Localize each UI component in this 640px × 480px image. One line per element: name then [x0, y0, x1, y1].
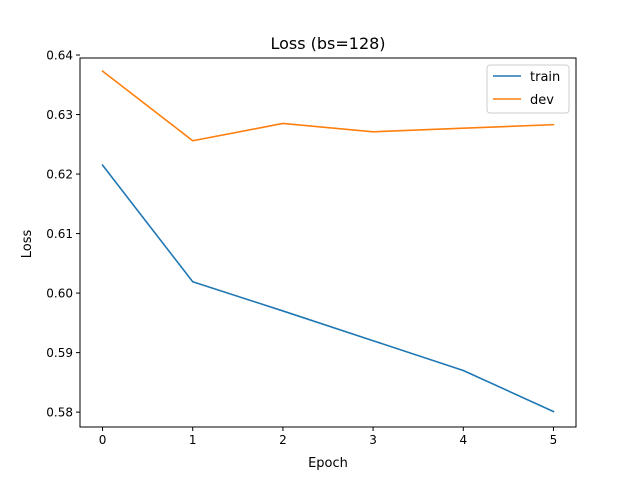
legend-box — [486, 64, 570, 114]
x-tick-label: 0 — [99, 433, 107, 447]
x-tick-label: 4 — [459, 433, 467, 447]
legend: train dev — [486, 64, 570, 114]
y-tick-label: 0.58 — [46, 406, 73, 420]
axes: 0 1 2 3 4 5 0.58 0.59 0.60 0.61 0.62 0.63 0.64 — [46, 49, 577, 447]
y-axis-label: Loss — [20, 230, 35, 259]
legend-label-train: train — [530, 70, 560, 85]
x-tick-label: 5 — [550, 433, 558, 447]
legend-label-dev: dev — [530, 93, 554, 108]
y-tick-label: 0.64 — [46, 49, 73, 63]
x-axis-label: Epoch — [308, 456, 348, 471]
y-tick-label: 0.60 — [46, 287, 73, 301]
x-tick-label: 2 — [279, 433, 287, 447]
plot-area — [101, 69, 555, 413]
x-tick-label: 3 — [369, 433, 377, 447]
y-tick-label: 0.63 — [46, 108, 73, 122]
y-tick-label: 0.61 — [46, 227, 73, 241]
series-line-train — [101, 164, 555, 413]
y-tick-label: 0.59 — [46, 346, 73, 360]
series-line-dev — [101, 69, 555, 142]
y-tick-label: 0.62 — [46, 168, 73, 182]
axes-frame — [79, 57, 577, 428]
chart-title: Loss (bs=128) — [270, 34, 385, 53]
x-tick-label: 1 — [189, 433, 197, 447]
